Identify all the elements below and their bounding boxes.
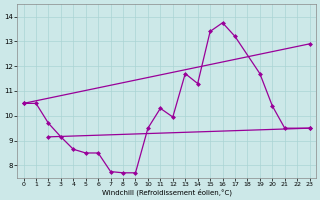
X-axis label: Windchill (Refroidissement éolien,°C): Windchill (Refroidissement éolien,°C) bbox=[101, 188, 232, 196]
